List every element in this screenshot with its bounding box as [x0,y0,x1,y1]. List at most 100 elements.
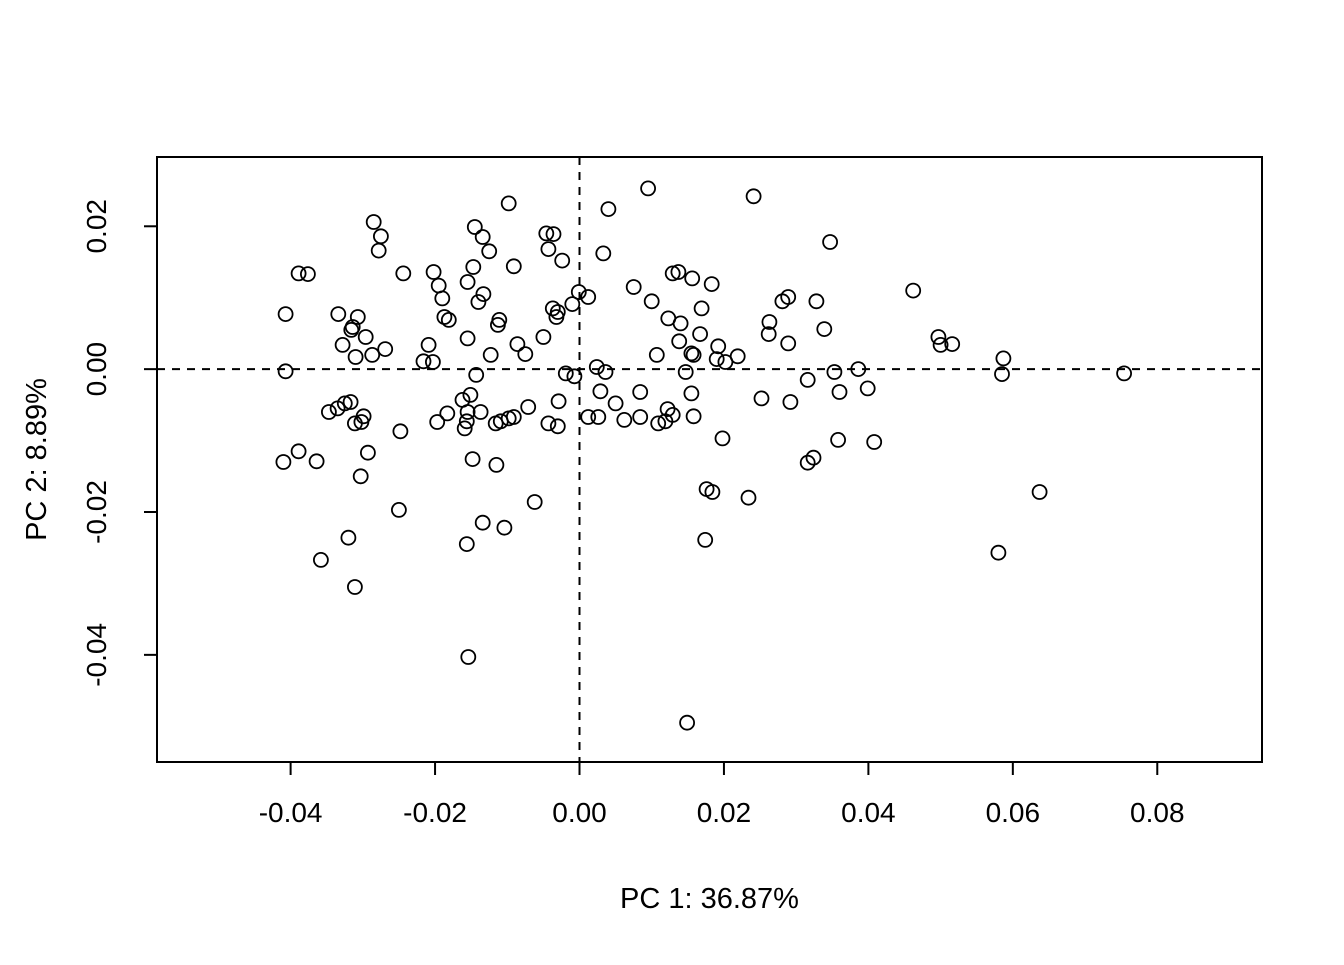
data-point [782,394,799,410]
data-point [805,449,822,466]
data-point [299,266,316,283]
data-point [1116,365,1132,382]
data-point [930,329,947,345]
data-point [540,241,557,258]
x-tick-label: 0.06 [986,797,1041,828]
data-point [517,346,534,363]
data-point [1031,484,1048,500]
data-point [944,336,961,353]
data-point [590,409,607,425]
data-point [550,393,567,410]
data-point [632,384,649,400]
data-point [489,316,506,333]
data-point [671,333,688,350]
data-point [905,282,922,299]
data-point [831,384,848,400]
data-point [475,286,492,303]
data-point [464,451,481,468]
data-point [470,294,487,310]
data-point [600,201,617,218]
data-point [932,336,949,353]
data-point [462,386,479,403]
data-point [592,383,609,400]
data-point [347,349,364,365]
data-point [308,453,325,470]
data-point [607,395,624,412]
data-point [509,336,526,353]
data-point [625,279,642,295]
data-point [580,289,597,305]
data-point [799,371,816,388]
data-point [395,265,412,282]
y-tick-label: -0.02 [81,480,112,544]
data-point [580,409,597,425]
data-point [745,188,762,205]
data-point [424,354,441,370]
data-point [704,484,721,500]
y-tick-label: 0.02 [81,199,112,254]
data-point [459,404,476,420]
data-point [436,309,453,325]
data-point [458,536,475,552]
x-tick-label: -0.02 [403,797,467,828]
data-point [650,415,667,432]
x-tick-label: 0.00 [552,797,607,828]
data-point [353,414,370,430]
data-point [710,338,727,355]
data-point [760,326,777,343]
data-point [544,300,561,317]
data-point [557,365,574,382]
data-point [277,306,294,323]
data-point [780,289,797,305]
data-point [474,229,491,245]
data-point [460,649,477,665]
y-axis-title: PC 2: 8.89% [21,378,53,541]
data-point [439,405,456,422]
data-point [995,350,1012,367]
data-point [346,415,363,432]
data-point [729,348,746,365]
data-point [505,409,522,425]
data-point [482,346,499,363]
data-point [549,418,566,435]
data-point [826,364,843,380]
data-point [643,293,660,310]
data-point [425,264,442,280]
data-point [420,336,437,353]
x-tick-label: -0.04 [259,797,323,828]
data-point [538,225,555,242]
data-point [595,245,612,262]
data-point [597,364,614,380]
data-point [566,368,583,385]
data-point [554,252,571,269]
data-point [290,265,307,282]
data-point [340,529,357,546]
data-point [761,314,778,330]
data-point [349,309,366,325]
data-point [342,394,359,410]
data-point [312,552,329,568]
data-point [683,385,700,402]
data-point [640,180,656,197]
data-point [703,276,720,293]
data-point [684,270,701,287]
data-point [359,444,376,461]
plot-border [156,156,1263,763]
data-point [570,284,587,300]
data-point [377,341,394,358]
data-point [816,321,833,338]
data-point [365,214,382,230]
data-point [336,395,353,412]
data-point [740,489,757,506]
x-tick-label: 0.02 [697,797,752,828]
data-point [415,353,432,370]
data-point [697,532,714,548]
data-point [320,404,337,420]
data-point [488,456,505,473]
data-point [564,296,581,313]
data-point [459,330,476,347]
data-point [866,434,883,450]
x-tick-label: 0.04 [841,797,896,828]
data-point [465,259,482,275]
